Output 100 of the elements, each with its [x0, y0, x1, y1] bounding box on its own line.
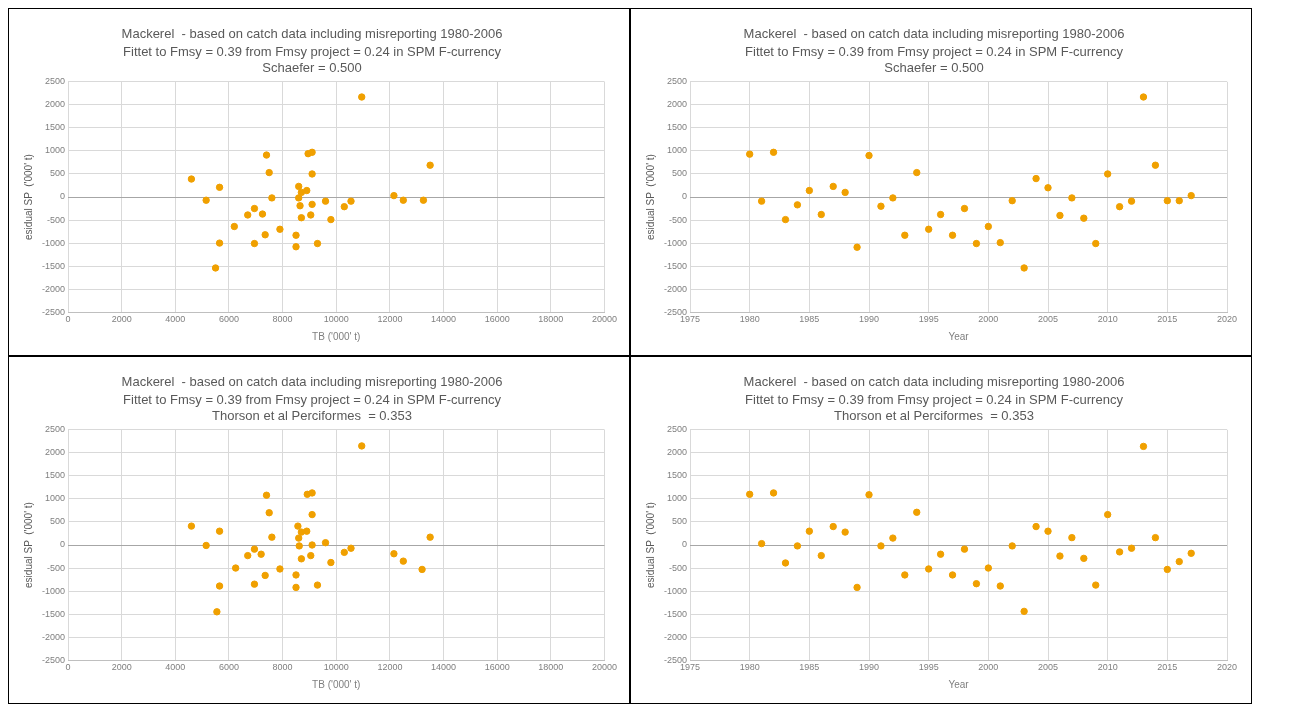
- point: [877, 202, 885, 210]
- y-tick-label: 0: [682, 539, 688, 550]
- point: [1175, 557, 1183, 566]
- point: [292, 571, 300, 579]
- point: [307, 551, 315, 560]
- x-axis-title: TB ('000' t): [312, 678, 361, 690]
- y-tick-label: -1000: [663, 237, 688, 248]
- y-tick-label: 1000: [44, 493, 66, 504]
- y-axis-title: esidual SP ('000' t): [22, 502, 34, 588]
- y-tick-label: 2000: [666, 99, 688, 110]
- y-tick-label: 1500: [44, 122, 66, 133]
- point: [960, 204, 969, 213]
- point: [295, 534, 303, 542]
- point: [1032, 174, 1040, 183]
- y-tick-label: 2000: [44, 99, 66, 110]
- point: [297, 214, 306, 222]
- point: [261, 571, 269, 580]
- point: [996, 582, 1004, 590]
- point: [258, 210, 267, 218]
- point: [1163, 196, 1172, 205]
- point: [418, 565, 426, 574]
- point: [327, 558, 335, 567]
- point: [996, 238, 1004, 247]
- x-tick-label: 6000: [218, 314, 239, 325]
- x-tick-label: 18000: [538, 314, 564, 325]
- x-tick-label: 14000: [431, 314, 457, 325]
- point: [948, 571, 957, 579]
- x-tick-label: 2000: [111, 662, 132, 673]
- point: [303, 527, 311, 535]
- x-tick-label: 6000: [218, 662, 239, 673]
- point: [1032, 522, 1040, 531]
- x-tick-label: 1980: [739, 662, 760, 673]
- point: [1103, 170, 1112, 178]
- point: [1127, 544, 1136, 552]
- point: [213, 608, 221, 616]
- y-tick-label: -2000: [41, 631, 66, 642]
- y-tick-label: -500: [669, 214, 688, 225]
- x-tick-label: 2005: [1037, 314, 1059, 325]
- point: [829, 522, 837, 531]
- point: [817, 210, 825, 219]
- x-tick-label: 14000: [431, 662, 457, 673]
- point: [187, 522, 196, 530]
- x-tick-label: 20000: [591, 314, 617, 325]
- chart-title: Mackerel - based on catch data including misreporting 1980-2006: [121, 374, 503, 390]
- y-tick-label: 1500: [666, 470, 688, 481]
- point: [308, 541, 316, 549]
- point: [745, 150, 754, 158]
- point: [426, 533, 434, 541]
- chart-title: Mackerel - based on catch data including misreporting 1980-2006: [121, 26, 503, 42]
- point: [419, 196, 428, 204]
- y-tick-label: 0: [682, 191, 688, 202]
- point: [817, 551, 825, 560]
- point: [1044, 184, 1052, 192]
- x-tick-label: 4000: [165, 662, 186, 673]
- x-tick-label: 1975: [680, 314, 701, 325]
- point: [308, 170, 316, 178]
- point: [1068, 533, 1076, 542]
- y-tick-label: -1000: [41, 585, 66, 596]
- point: [321, 539, 330, 547]
- y-axis-title: esidual SP ('000' t): [644, 154, 656, 240]
- point: [805, 186, 814, 195]
- y-tick-label: 500: [49, 516, 66, 527]
- point: [399, 557, 408, 565]
- point: [292, 231, 300, 239]
- y-tick-label: 500: [49, 168, 66, 179]
- point: [865, 491, 873, 499]
- x-tick-label: 1990: [859, 314, 880, 325]
- point: [358, 442, 366, 450]
- chart-subtitle: Fittet to Fmsy = 0.39 from Fmsy project = 0.24 in SPM F-currency Schaefer = 0.500: [745, 43, 1124, 75]
- y-tick-label: 0: [60, 191, 66, 202]
- x-tick-label: 2005: [1037, 662, 1059, 673]
- point: [948, 231, 957, 239]
- y-tick-label: -500: [47, 562, 66, 573]
- x-tick-label: 2010: [1097, 662, 1118, 673]
- point: [1139, 442, 1148, 451]
- chart-subtitle: Fittet to Fmsy = 0.39 from Fmsy project = 0.24 in SPM F-currency Schaefer = 0.500: [123, 43, 502, 75]
- point: [297, 555, 306, 563]
- point: [358, 93, 366, 101]
- x-tick-label: 1995: [918, 662, 939, 673]
- point: [250, 239, 259, 248]
- point: [865, 151, 873, 160]
- point: [853, 583, 861, 592]
- point: [250, 204, 259, 213]
- x-tick-label: 2000: [111, 314, 132, 325]
- point: [984, 222, 993, 231]
- point: [292, 243, 300, 251]
- x-tick-label: 10000: [323, 314, 349, 325]
- point: [294, 522, 302, 530]
- point: [244, 211, 252, 219]
- point: [244, 551, 252, 560]
- point: [257, 550, 265, 558]
- point: [327, 215, 335, 224]
- point: [303, 186, 311, 195]
- point: [984, 564, 993, 572]
- point: [292, 583, 300, 592]
- y-tick-label: 2000: [666, 447, 688, 458]
- x-tick-label: 2015: [1157, 662, 1178, 673]
- x-tick-label: 1980: [739, 314, 760, 325]
- y-tick-label: -500: [669, 562, 688, 573]
- point: [853, 243, 861, 251]
